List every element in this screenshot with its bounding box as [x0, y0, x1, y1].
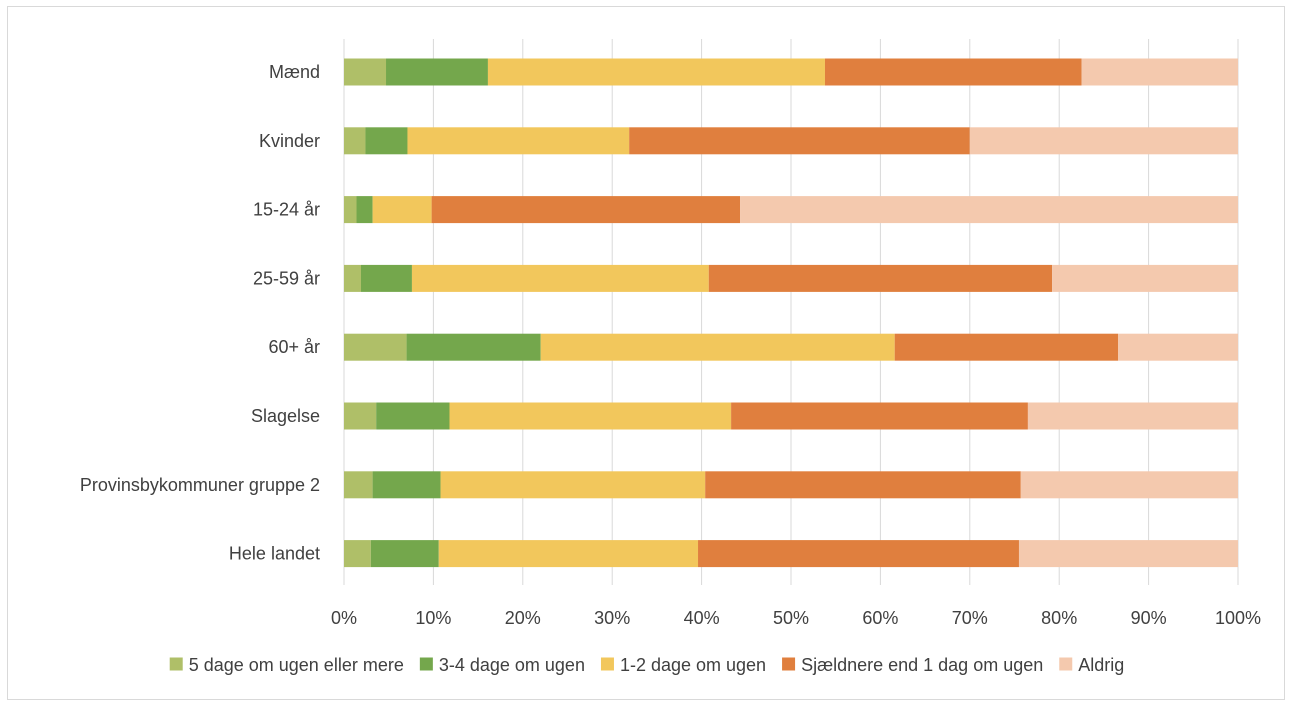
bar-segment	[540, 333, 895, 361]
bar-segment	[438, 540, 699, 568]
bar-segment	[440, 471, 706, 499]
x-tick-label: 40%	[684, 608, 720, 628]
bar-segment	[629, 127, 970, 155]
legend-label: Aldrig	[1078, 655, 1124, 675]
bar-segment	[449, 402, 732, 430]
bar-segment	[487, 58, 825, 86]
legend-item: 3-4 dage om ugen	[419, 655, 585, 675]
legend-item: Aldrig	[1059, 655, 1124, 675]
category-label: Mænd	[269, 62, 320, 82]
category-label: 60+ år	[268, 337, 320, 357]
bar-segment	[360, 264, 412, 292]
legend-item: Sjældnere end 1 dag om ugen	[782, 655, 1043, 675]
x-tick-label: 90%	[1131, 608, 1167, 628]
legend-swatch	[419, 657, 433, 671]
category-labels: Mænd Kvinder 15-24 år 25-59 år 60+ år Slagels…	[80, 62, 320, 564]
x-tick-label: 50%	[773, 608, 809, 628]
bar-segment	[344, 402, 377, 430]
category-label: Provinsbykommuner gruppe 2	[80, 475, 320, 495]
bar-segment	[894, 333, 1119, 361]
bar-segment	[698, 540, 1019, 568]
bar-segment	[344, 264, 361, 292]
bar-segment	[731, 402, 1028, 430]
stacked-bar-chart: Mænd Kvinder 15-24 år 25-59 år 60+ år Slagels…	[80, 39, 1261, 675]
bar-segment	[372, 196, 432, 224]
bar-segment	[356, 196, 373, 224]
bar-segment	[1052, 264, 1238, 292]
bar-segment	[386, 58, 488, 86]
legend-label: 1-2 dage om ugen	[620, 655, 766, 675]
bar-segment	[344, 127, 366, 155]
bar-segment	[1081, 58, 1238, 86]
category-label: Kvinder	[259, 131, 320, 151]
legend-swatch	[1059, 657, 1073, 671]
bar-segment	[407, 127, 630, 155]
bar-segment	[1118, 333, 1238, 361]
gridlines	[343, 39, 1239, 585]
bar-segment	[740, 196, 1238, 224]
bar-segment	[969, 127, 1238, 155]
category-label: Slagelse	[251, 406, 320, 426]
legend-item: 5 dage om ugen eller mere	[169, 655, 404, 675]
legend-item: 1-2 dage om ugen	[600, 655, 766, 675]
bar-segment	[344, 58, 387, 86]
category-label: 15-24 år	[253, 200, 320, 220]
bar-segment	[372, 471, 441, 499]
bars	[344, 58, 1238, 568]
category-label: 25-59 år	[253, 268, 320, 288]
chart-frame: Mænd Kvinder 15-24 år 25-59 år 60+ år Slagels…	[7, 6, 1285, 700]
x-tick-label: 0%	[331, 608, 357, 628]
bar-segment	[344, 471, 373, 499]
bar-segment	[1020, 471, 1238, 499]
legend-label: 5 dage om ugen eller mere	[189, 655, 404, 675]
bar-segment	[411, 264, 709, 292]
bar-segment	[344, 333, 407, 361]
x-tick-label: 100%	[1215, 608, 1261, 628]
bar-segment	[431, 196, 741, 224]
x-tick-label: 80%	[1041, 608, 1077, 628]
legend: 5 dage om ugen eller mere 3-4 dage om uge…	[169, 655, 1124, 675]
x-tick-label: 20%	[505, 608, 541, 628]
bar-segment	[824, 58, 1082, 86]
bar-segment	[376, 402, 450, 430]
bar-segment	[370, 540, 439, 568]
bar-segment	[344, 540, 371, 568]
legend-swatch	[600, 657, 614, 671]
x-tick-label: 30%	[594, 608, 630, 628]
legend-swatch	[169, 657, 183, 671]
bar-segment	[344, 196, 357, 224]
bar-segment	[1027, 402, 1238, 430]
bar-segment	[705, 471, 1021, 499]
x-tick-label: 70%	[952, 608, 988, 628]
bar-segment	[1018, 540, 1238, 568]
bar-segment	[365, 127, 408, 155]
bar-segment	[708, 264, 1053, 292]
category-label: Hele landet	[229, 544, 320, 564]
legend-swatch	[782, 657, 796, 671]
bar-segment	[406, 333, 541, 361]
legend-label: 3-4 dage om ugen	[439, 655, 585, 675]
x-axis-tick-labels: 0% 10% 20% 30% 40% 50% 60% 70% 80% 90% 100%	[331, 608, 1261, 628]
legend-label: Sjældnere end 1 dag om ugen	[801, 655, 1043, 675]
x-tick-label: 60%	[862, 608, 898, 628]
x-tick-label: 10%	[415, 608, 451, 628]
